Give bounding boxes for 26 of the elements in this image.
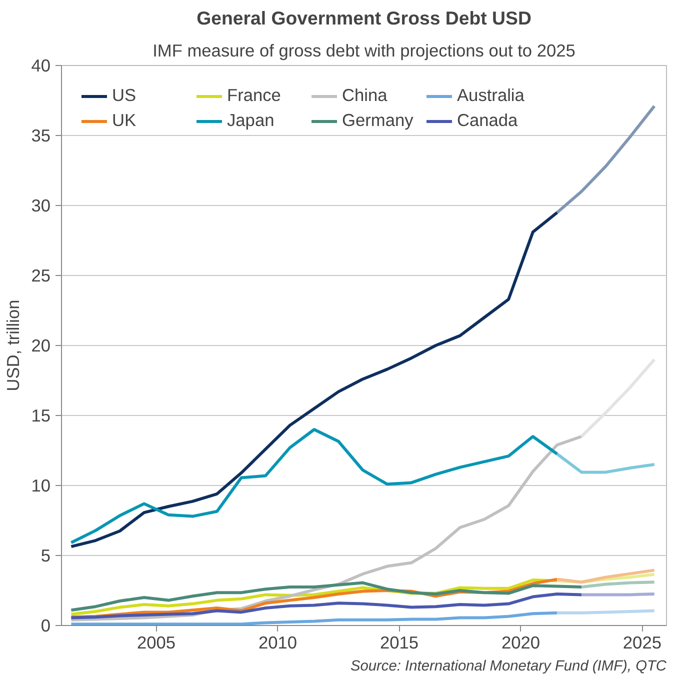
legend-label: UK [112, 110, 138, 131]
x-tick-label: 2010 [258, 632, 298, 652]
legend-label: France [227, 85, 282, 106]
legend-label: Canada [457, 110, 519, 131]
legend-label: Australia [457, 85, 526, 106]
y-tick-label: 30 [31, 196, 51, 216]
x-tick-label: 2005 [136, 632, 176, 652]
legend-label: Germany [342, 110, 414, 131]
x-tick-label: 2020 [501, 632, 540, 652]
y-axis-title: USD, trillion [3, 300, 24, 392]
y-tick-label: 0 [40, 616, 51, 636]
legend-label: Japan [227, 110, 276, 131]
chart-title: General Government Gross Debt USD [196, 8, 532, 28]
y-tick-label: 25 [31, 266, 51, 286]
y-tick-label: 15 [31, 406, 51, 426]
y-tick-label: 10 [31, 476, 51, 496]
legend-label: US [112, 85, 138, 106]
y-tick-label: 40 [31, 56, 51, 76]
x-tick-label: 2015 [380, 632, 419, 652]
source-note: Source: International Monetary Fund (IMF), QTC [350, 658, 667, 674]
y-tick-label: 20 [31, 336, 51, 356]
legend-label: China [342, 85, 388, 106]
x-tick-label: 2025 [622, 632, 662, 652]
y-tick-label: 35 [31, 126, 51, 146]
y-tick-label: 5 [40, 546, 51, 566]
chart-subtitle: IMF measure of gross debt with projections out to 2025 [152, 40, 576, 60]
